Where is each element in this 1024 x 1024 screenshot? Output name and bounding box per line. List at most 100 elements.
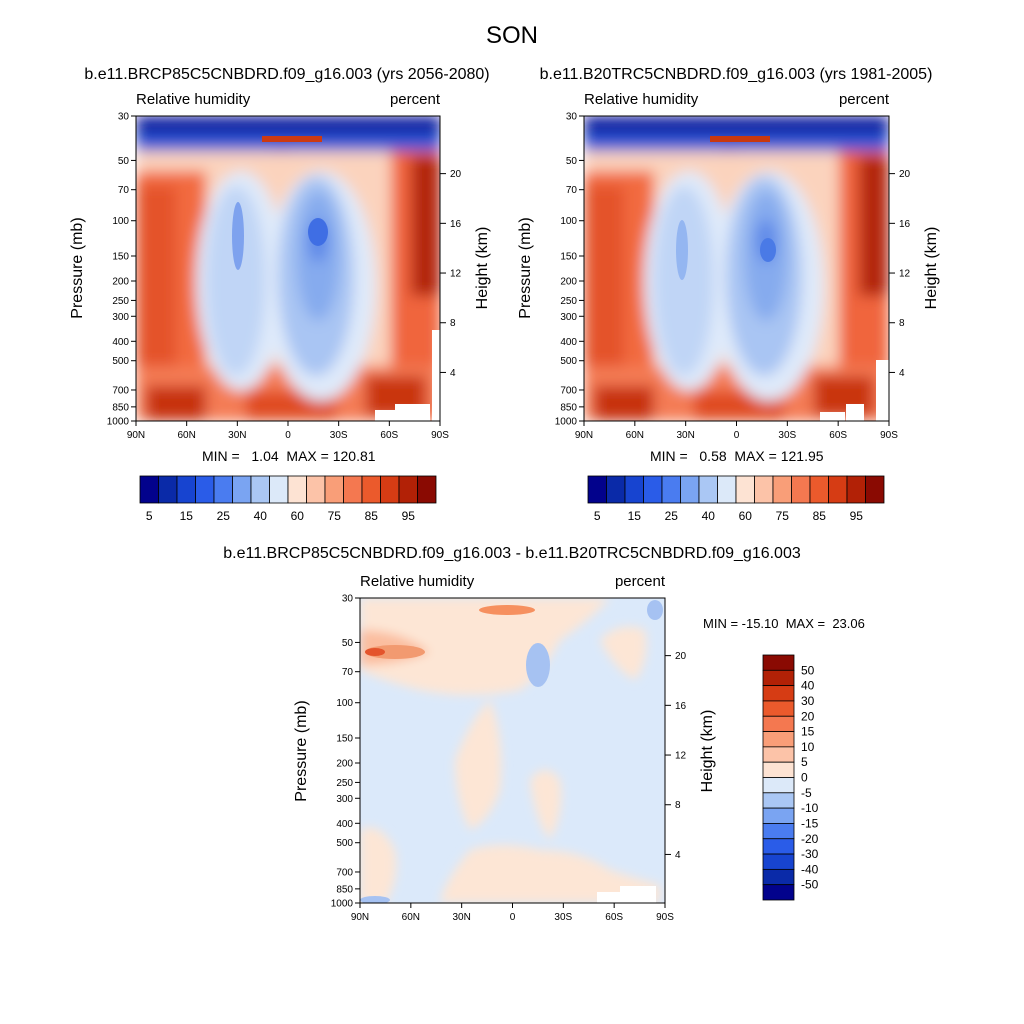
pressure-tick-label: 850 bbox=[560, 402, 577, 413]
colorbar-swatch bbox=[380, 475, 400, 504]
pressure-tick-label: 250 bbox=[112, 296, 129, 307]
pressure-axis: 30 50 70 100 150 200 250 300 400 500 700 850 1000 bbox=[555, 112, 584, 428]
colorbar-label: 15 bbox=[628, 509, 642, 523]
height-axis: 20 16 12 8 4 bbox=[889, 169, 911, 379]
latitude-tick-label: 60N bbox=[177, 430, 195, 441]
pressure-tick-label: 200 bbox=[560, 277, 577, 288]
pressure-tick-label: 300 bbox=[336, 794, 353, 805]
colorbar-swatch bbox=[717, 475, 737, 504]
colorbar-swatch bbox=[762, 792, 795, 809]
colorbar-swatch bbox=[417, 475, 437, 504]
pressure-tick-label: 1000 bbox=[107, 417, 130, 428]
colorbar-swatch bbox=[846, 475, 866, 504]
latitude-tick-label: 90N bbox=[575, 430, 593, 441]
colorbar-swatch bbox=[762, 731, 795, 748]
colorbar-swatch bbox=[343, 475, 363, 504]
panel-title: b.e11.BRCP85C5CNBDRD.f09_g16.003 (yrs 20… bbox=[84, 66, 489, 83]
colorbar-swatch bbox=[762, 838, 795, 855]
colorbar-label: -30 bbox=[801, 847, 819, 861]
colorbar-swatch bbox=[762, 761, 795, 778]
colorbar-swatch bbox=[762, 685, 795, 702]
colorbar-label: -15 bbox=[801, 816, 819, 830]
pressure-tick-label: 150 bbox=[336, 733, 353, 744]
colorbar-swatch bbox=[762, 807, 795, 824]
pressure-tick-label: 50 bbox=[342, 638, 354, 649]
panel-title: b.e11.BRCP85C5CNBDRD.f09_g16.003 - b.e11… bbox=[223, 545, 801, 562]
colorbar-label: -50 bbox=[801, 878, 819, 892]
pressure-tick-label: 70 bbox=[566, 185, 578, 196]
colorbar-swatch bbox=[195, 475, 215, 504]
pressure-tick-label: 150 bbox=[560, 251, 577, 262]
colorbar-swatch bbox=[624, 475, 644, 504]
colorbar-swatch bbox=[762, 868, 795, 886]
colorbar-swatch bbox=[139, 475, 159, 504]
colorbar-label: -40 bbox=[801, 862, 819, 876]
min-max-text: MIN = -15.10 MAX = 23.06 bbox=[703, 616, 865, 631]
colorbar-label: 30 bbox=[801, 694, 815, 708]
pressure-tick-label: 400 bbox=[560, 337, 577, 348]
colorbar: 5 15 25 40 60 75 85 95 bbox=[587, 475, 885, 523]
latitude-tick-label: 60S bbox=[829, 430, 847, 441]
colorbar-label: 85 bbox=[813, 509, 827, 523]
pressure-tick-label: 250 bbox=[560, 296, 577, 307]
latitude-tick-label: 90S bbox=[656, 912, 674, 923]
contour-highlights bbox=[232, 136, 328, 270]
pressure-tick-label: 200 bbox=[336, 759, 353, 770]
latitude-tick-label: 90S bbox=[880, 430, 898, 441]
variable-label: Relative humidity bbox=[360, 573, 475, 590]
variable-label: Relative humidity bbox=[136, 91, 251, 108]
colorbar-swatch bbox=[361, 475, 381, 504]
panel-title: b.e11.B20TRC5CNBDRD.f09_g16.003 (yrs 198… bbox=[540, 66, 933, 83]
colorbar-swatch bbox=[680, 475, 700, 504]
min-max-text: MIN = 1.04 MAX = 120.81 bbox=[202, 448, 376, 464]
height-tick-label: 4 bbox=[450, 368, 456, 379]
colorbar-swatch bbox=[698, 475, 718, 504]
pressure-tick-label: 30 bbox=[342, 594, 354, 605]
height-axis: 20 16 12 8 4 bbox=[440, 169, 462, 379]
height-axis: 20 16 12 8 4 bbox=[665, 651, 687, 861]
height-tick-label: 12 bbox=[450, 269, 462, 280]
colorbar: 5 15 25 40 60 75 85 95 bbox=[139, 475, 437, 523]
pressure-tick-label: 200 bbox=[112, 277, 129, 288]
latitude-tick-label: 60S bbox=[380, 430, 398, 441]
height-tick-label: 12 bbox=[675, 751, 687, 762]
units-label: percent bbox=[615, 573, 666, 590]
latitude-tick-label: 30N bbox=[676, 430, 694, 441]
pressure-tick-label: 400 bbox=[112, 337, 129, 348]
colorbar-label: 75 bbox=[776, 509, 790, 523]
latitude-tick-label: 0 bbox=[510, 912, 516, 923]
colorbar-swatch bbox=[398, 475, 418, 504]
pressure-axis: 30 50 70 100 150 200 250 300 400 500 700 850 1000 bbox=[331, 594, 360, 910]
height-tick-label: 8 bbox=[450, 318, 456, 329]
latitude-tick-label: 0 bbox=[734, 430, 740, 441]
colorbar-swatch bbox=[762, 715, 795, 732]
pressure-tick-label: 70 bbox=[118, 185, 130, 196]
pressure-tick-label: 100 bbox=[112, 216, 129, 227]
pressure-tick-label: 500 bbox=[336, 838, 353, 849]
pressure-tick-label: 50 bbox=[118, 156, 130, 167]
pressure-tick-label: 100 bbox=[560, 216, 577, 227]
pressure-axis-label: Pressure (mb) bbox=[69, 217, 86, 318]
contour-highlights bbox=[360, 600, 663, 903]
colorbar-swatch bbox=[661, 475, 681, 504]
colorbar-swatch bbox=[762, 823, 795, 840]
colorbar-swatch bbox=[250, 475, 270, 504]
height-tick-label: 16 bbox=[675, 701, 687, 712]
colorbar-label: 60 bbox=[291, 509, 305, 523]
colorbar-swatch bbox=[643, 475, 663, 504]
latitude-tick-label: 90S bbox=[431, 430, 449, 441]
colorbar-swatch bbox=[587, 475, 607, 504]
latitude-tick-label: 30S bbox=[778, 430, 796, 441]
height-axis-label: Height (km) bbox=[923, 227, 940, 310]
pressure-tick-label: 30 bbox=[118, 112, 130, 123]
height-axis-label: Height (km) bbox=[699, 710, 716, 793]
height-tick-label: 20 bbox=[899, 169, 911, 180]
contour-field bbox=[360, 598, 665, 903]
latitude-axis: 90N 60N 30N 0 30S 60S 90S bbox=[575, 421, 898, 441]
figure-title: SON bbox=[486, 22, 538, 49]
latitude-tick-label: 90N bbox=[351, 912, 369, 923]
height-tick-label: 16 bbox=[450, 219, 462, 230]
colorbar-swatch bbox=[213, 475, 233, 504]
latitude-tick-label: 30S bbox=[554, 912, 572, 923]
